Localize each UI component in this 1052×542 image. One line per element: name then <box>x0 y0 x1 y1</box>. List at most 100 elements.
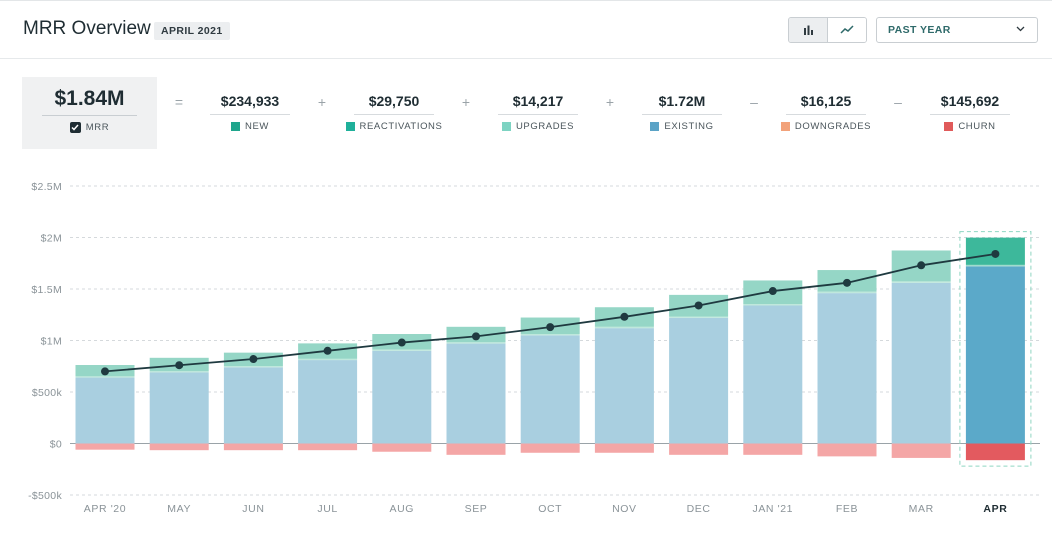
operator-plus: + <box>461 94 471 110</box>
component-existing[interactable]: $1.72M EXISTING <box>607 93 757 132</box>
x-tick-label: AUG <box>390 503 415 515</box>
existing-bar <box>446 343 506 444</box>
upgrades-bar <box>669 316 729 318</box>
upgrades-bar <box>149 371 209 373</box>
chevron-down-icon <box>1016 26 1025 32</box>
divider <box>498 114 578 115</box>
upgrades-value: $14,217 <box>512 93 564 109</box>
mrr-point <box>546 323 555 332</box>
upgrades-bar <box>446 342 506 344</box>
mrr-point <box>249 355 258 364</box>
mrr-point <box>843 278 851 287</box>
mrr-total-value: $1.84M <box>54 87 125 110</box>
mrr-toggle[interactable]: MRR <box>22 122 157 133</box>
churn-bar <box>372 443 432 452</box>
bar-chart-icon <box>804 25 813 35</box>
mrr-point <box>101 367 109 376</box>
existing-swatch <box>650 122 660 131</box>
existing-bar <box>743 305 803 444</box>
component-reactivations[interactable]: $29,750 REACTIVATIONS <box>319 93 469 132</box>
divider <box>642 114 722 115</box>
operator-minus: – <box>894 94 902 110</box>
churn-bar <box>520 443 580 453</box>
x-tick-label: FEB <box>836 503 858 515</box>
x-tick-label: NOV <box>612 503 637 515</box>
divider <box>42 115 137 116</box>
existing-bar <box>965 266 1025 444</box>
date-range-label: PAST YEAR <box>888 24 951 36</box>
view-toggle <box>788 17 867 43</box>
divider <box>930 114 1010 115</box>
existing-bar <box>75 377 135 444</box>
x-tick-label: JUL <box>317 503 337 515</box>
x-tick-label: APR <box>983 503 1007 515</box>
upgrades-bar <box>372 349 432 351</box>
mrr-total-label: MRR <box>85 122 110 133</box>
y-tick-label: $1M <box>41 336 62 348</box>
churn-bar <box>446 443 506 455</box>
upgrades-bar <box>891 281 951 283</box>
x-tick-label: SEP <box>465 503 488 515</box>
mrr-point <box>917 261 926 270</box>
churn-label: CHURN <box>958 121 996 132</box>
component-churn[interactable]: $145,692 CHURN <box>895 93 1045 132</box>
churn-bar <box>75 443 135 450</box>
existing-label: EXISTING <box>664 121 714 132</box>
y-tick-label: $2M <box>41 233 62 245</box>
reactivations-value: $29,750 <box>368 93 420 109</box>
churn-bar <box>298 443 358 451</box>
downgrades-value: $16,125 <box>800 93 852 109</box>
header: MRR Overview APRIL 2021 PAST YEAR <box>0 1 1052 59</box>
bar-view-button[interactable] <box>789 18 828 42</box>
operator-plus: + <box>605 94 615 110</box>
existing-bar <box>817 293 877 444</box>
mrr-chart-svg: $2.5M $2M $1.5M $1M $500k $0 -$500k APR '20 MAY J… <box>28 181 1040 515</box>
churn-swatch <box>944 122 954 131</box>
existing-bar <box>372 350 432 444</box>
page-title: MRR Overview <box>23 18 151 39</box>
upgrades-legend: UPGRADES <box>463 121 613 132</box>
component-new[interactable]: $234,933 NEW <box>175 93 325 132</box>
existing-bar <box>520 335 580 444</box>
upgrades-label: UPGRADES <box>515 121 575 132</box>
upgrades-bar <box>298 358 358 361</box>
reactivations-legend: REACTIVATIONS <box>319 121 469 132</box>
upgrades-bar <box>817 291 877 294</box>
churn-bar <box>149 443 209 451</box>
churn-bar <box>891 443 951 458</box>
existing-bar <box>223 367 283 444</box>
upgrades-bar <box>965 264 1025 267</box>
checkbox-icon[interactable] <box>69 122 81 133</box>
date-range-select[interactable]: PAST YEAR <box>876 17 1038 43</box>
divider <box>786 114 866 115</box>
x-tick-label: DEC <box>687 503 711 515</box>
mrr-point <box>323 346 332 355</box>
component-downgrades[interactable]: $16,125 DOWNGRADES <box>751 93 901 132</box>
new-legend: NEW <box>175 121 325 132</box>
mrr-summary: $1.84M MRR = $234,933 NEW + $29,750 <box>0 59 1052 159</box>
y-tick-label: $1.5M <box>31 284 62 296</box>
component-upgrades[interactable]: $14,217 UPGRADES <box>463 93 613 132</box>
existing-bar <box>298 360 358 444</box>
mrr-point <box>620 312 629 321</box>
line-view-button[interactable] <box>828 18 866 42</box>
downgrades-label: DOWNGRADES <box>794 121 872 132</box>
existing-value: $1.72M <box>658 93 706 109</box>
x-tick-label: MAY <box>167 503 191 515</box>
line-chart-icon <box>840 25 854 34</box>
churn-bar <box>965 443 1025 461</box>
mrr-total-box[interactable]: $1.84M MRR <box>22 77 157 149</box>
reactivations-label: REACTIVATIONS <box>359 121 443 132</box>
churn-legend: CHURN <box>895 121 1045 132</box>
divider <box>210 114 290 115</box>
mrr-point <box>175 361 184 370</box>
churn-bar <box>669 443 729 455</box>
operator-equals: = <box>174 94 184 110</box>
period-badge: APRIL 2021 <box>154 22 230 40</box>
x-tick-label: OCT <box>538 503 562 515</box>
downgrades-legend: DOWNGRADES <box>751 121 901 132</box>
reactivations-swatch <box>345 122 355 131</box>
upgrades-bar <box>75 376 135 378</box>
divider <box>354 114 434 115</box>
